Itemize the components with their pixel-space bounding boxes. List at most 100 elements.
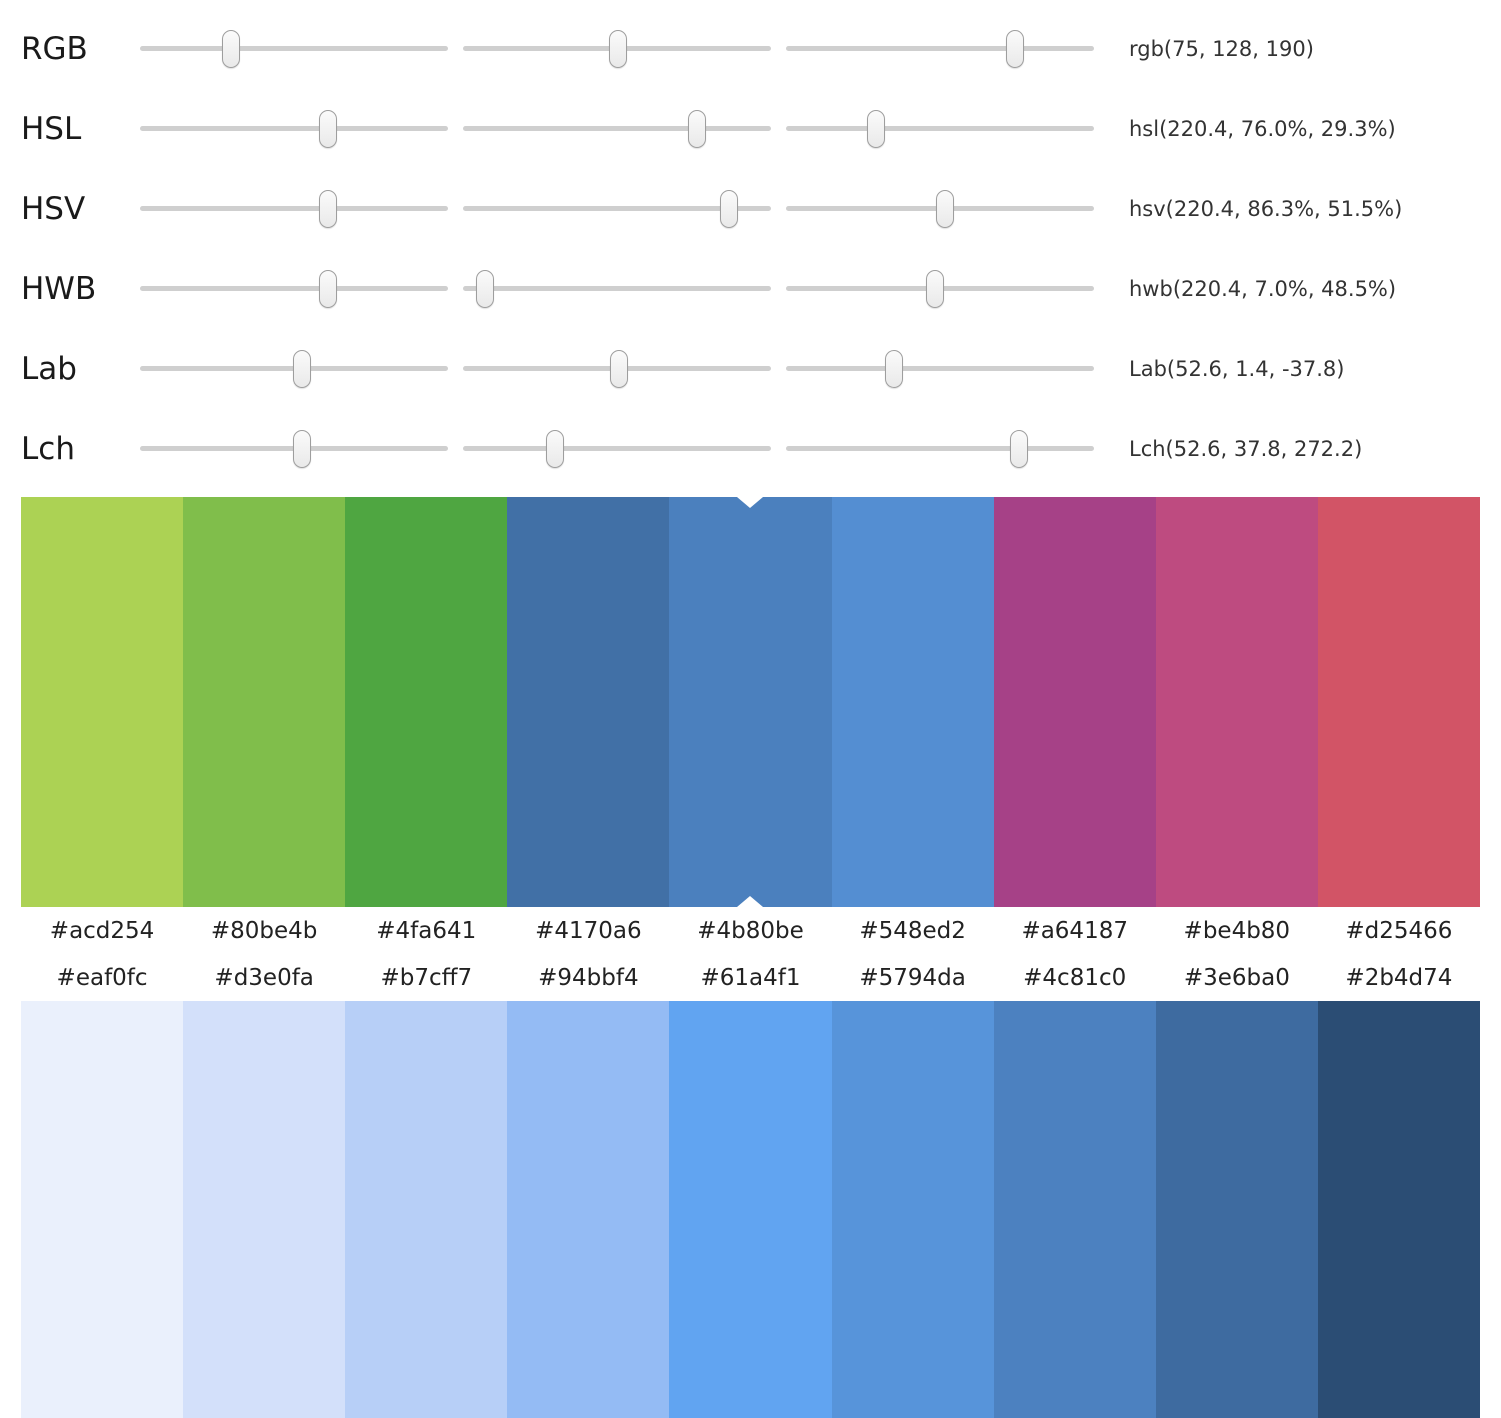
slider-row-lch: Lch Lch(52.6, 37.8, 272.2)	[0, 409, 1501, 489]
slider-track	[463, 126, 771, 131]
slider-thumb[interactable]	[1009, 430, 1028, 468]
hsl-slider-h[interactable]	[140, 106, 448, 152]
bottom-swatch-3[interactable]	[345, 1001, 508, 1418]
slider-thumb[interactable]	[609, 350, 628, 388]
hwb-slider-b[interactable]	[786, 266, 1094, 312]
slider-thumb[interactable]	[319, 190, 338, 228]
hex-label: #548ed2	[859, 917, 966, 944]
top-swatch-3[interactable]	[345, 497, 508, 907]
bottom-swatch-8[interactable]	[1155, 1001, 1318, 1418]
hex-label: #acd254	[49, 917, 155, 944]
slider-thumb[interactable]	[293, 350, 311, 388]
hex-label: #4b80be	[697, 917, 804, 944]
lab-slider-a[interactable]	[463, 346, 771, 392]
hex-label: #5794da	[859, 964, 966, 991]
hsl-slider-s[interactable]	[463, 106, 771, 152]
bottom-swatch-7[interactable]	[993, 1001, 1156, 1418]
hwb-slider-h[interactable]	[140, 266, 448, 312]
rgb-slider-r[interactable]	[140, 26, 448, 72]
bottom-swatch-2[interactable]	[183, 1001, 346, 1418]
top-swatch-1[interactable]	[21, 497, 184, 907]
slider-track	[140, 126, 448, 131]
hsl-slider-l[interactable]	[786, 106, 1094, 152]
rgb-value-text: rgb(75, 128, 190)	[1129, 37, 1314, 61]
hex-label: #4c81c0	[1023, 964, 1127, 991]
slider-track	[786, 446, 1094, 451]
rgb-slider-g[interactable]	[463, 26, 771, 72]
slider-thumb[interactable]	[1006, 30, 1025, 68]
slider-thumb[interactable]	[319, 270, 338, 308]
hex-label: #a64187	[1021, 917, 1128, 944]
hex-label: #eaf0fc	[56, 964, 148, 991]
slider-panel: RGB rgb(75, 128, 190) HSL	[0, 0, 1501, 489]
bottom-swatch-4[interactable]	[507, 1001, 670, 1418]
slider-thumb[interactable]	[319, 110, 338, 148]
hex-label: #d25466	[1345, 917, 1453, 944]
slider-track	[786, 126, 1094, 131]
slider-thumb[interactable]	[608, 30, 627, 68]
lch-slider-h[interactable]	[786, 426, 1094, 472]
slider-row-hsl: HSL hsl(220.4, 76.0%, 29.3%)	[0, 89, 1501, 169]
slider-thumb[interactable]	[546, 430, 565, 468]
top-swatch-9[interactable]	[1317, 497, 1480, 907]
slider-track	[786, 366, 1094, 371]
slider-thumb[interactable]	[926, 270, 945, 308]
model-label-lab: Lab	[21, 351, 77, 387]
top-hex-labels: #acd254 #80be4b #4fa641 #4170a6 #4b80be …	[21, 907, 1480, 954]
slider-track	[140, 286, 448, 291]
top-swatch-6[interactable]	[831, 497, 994, 907]
lab-slider-l[interactable]	[140, 346, 448, 392]
slider-track	[463, 286, 771, 291]
top-swatch-8[interactable]	[1155, 497, 1318, 907]
slider-thumb[interactable]	[688, 110, 707, 148]
hwb-value-text: hwb(220.4, 7.0%, 48.5%)	[1129, 277, 1397, 301]
hex-label: #94bbf4	[538, 964, 639, 991]
slider-thumb[interactable]	[475, 270, 494, 308]
bottom-swatch-5[interactable]	[669, 1001, 832, 1418]
slider-thumb[interactable]	[885, 350, 904, 388]
model-label-hwb: HWB	[21, 271, 97, 307]
slider-track	[463, 446, 771, 451]
top-swatch-7[interactable]	[993, 497, 1156, 907]
slider-track	[140, 206, 448, 211]
model-label-rgb: RGB	[21, 31, 88, 67]
slider-row-hwb: HWB hwb(220.4, 7.0%, 48.5%)	[0, 249, 1501, 329]
hsv-value-text: hsv(220.4, 86.3%, 51.5%)	[1129, 197, 1403, 221]
bottom-palette	[21, 1001, 1480, 1418]
hex-label: #4170a6	[535, 917, 642, 944]
hwb-slider-w[interactable]	[463, 266, 771, 312]
lch-slider-l[interactable]	[140, 426, 448, 472]
top-palette	[21, 497, 1480, 907]
hsl-value-text: hsl(220.4, 76.0%, 29.3%)	[1129, 117, 1396, 141]
selection-marker-bottom-icon	[737, 896, 764, 907]
top-swatch-4[interactable]	[507, 497, 670, 907]
slider-track	[463, 206, 771, 211]
lab-value-text: Lab(52.6, 1.4, -37.8)	[1129, 357, 1345, 381]
lch-slider-c[interactable]	[463, 426, 771, 472]
hex-label: #4fa641	[376, 917, 477, 944]
bottom-swatch-9[interactable]	[1317, 1001, 1480, 1418]
slider-thumb[interactable]	[935, 190, 954, 228]
lch-value-text: Lch(52.6, 37.8, 272.2)	[1129, 437, 1363, 461]
slider-thumb[interactable]	[293, 430, 311, 468]
hex-label: #be4b80	[1183, 917, 1291, 944]
hsv-slider-v[interactable]	[786, 186, 1094, 232]
slider-thumb[interactable]	[221, 30, 240, 68]
hsv-slider-s[interactable]	[463, 186, 771, 232]
slider-track	[140, 46, 448, 51]
slider-thumb[interactable]	[867, 110, 886, 148]
slider-row-lab: Lab Lab(52.6, 1.4, -37.8)	[0, 329, 1501, 409]
hsv-slider-h[interactable]	[140, 186, 448, 232]
bottom-swatch-6[interactable]	[831, 1001, 994, 1418]
hex-label: #3e6ba0	[1183, 964, 1290, 991]
rgb-slider-b[interactable]	[786, 26, 1094, 72]
slider-track	[786, 46, 1094, 51]
lab-slider-b[interactable]	[786, 346, 1094, 392]
slider-thumb[interactable]	[719, 190, 738, 228]
bottom-swatch-1[interactable]	[21, 1001, 184, 1418]
hex-label: #b7cff7	[380, 964, 473, 991]
model-label-hsv: HSV	[21, 191, 86, 227]
top-swatch-5-selected[interactable]	[669, 497, 832, 907]
top-swatch-2[interactable]	[183, 497, 346, 907]
